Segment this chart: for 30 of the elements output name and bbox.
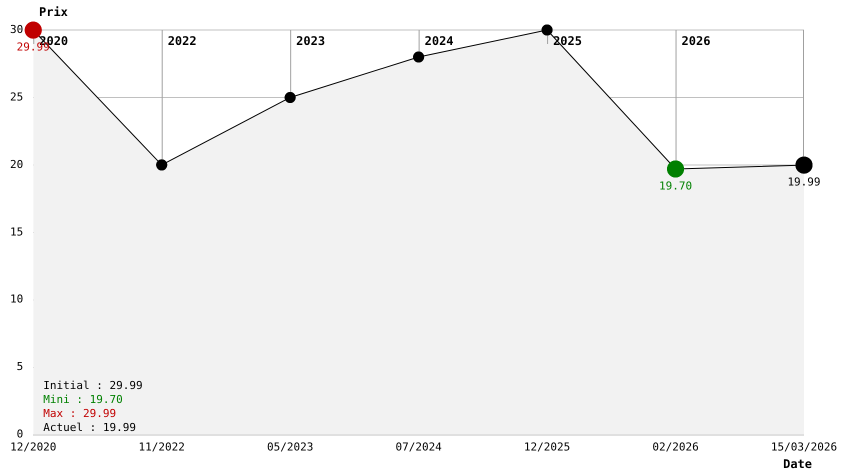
point — [284, 92, 296, 103]
point — [156, 159, 168, 170]
x-tick-label: 12/2020 — [10, 440, 56, 454]
y-tick-label: 5 — [16, 360, 24, 374]
y-tick-label: 30 — [10, 22, 24, 36]
point — [413, 51, 424, 62]
annotation: Initial : 29.99 — [43, 378, 143, 392]
x-axis-title: Date — [783, 457, 812, 471]
annotation: Actuel : 19.99 — [43, 420, 136, 434]
ref-line-label: 2024 — [424, 34, 454, 48]
x-tick-label: 12/2025 — [524, 440, 570, 454]
data-label: 19.99 — [787, 175, 821, 188]
y-tick-label: 0 — [16, 428, 24, 441]
ref-line-label: 2026 — [682, 34, 710, 48]
x-tick-label: 11/2022 — [138, 440, 185, 454]
x-tick-label: 15/03/2026 — [770, 440, 838, 454]
ref-line-label: 2023 — [296, 34, 326, 48]
point — [542, 24, 553, 36]
x-tick-label: 05/2023 — [266, 440, 314, 454]
annotation: Mini : 19.70 — [43, 392, 123, 406]
y-tick-label: 20 — [10, 158, 24, 171]
y-tick-label: 15 — [10, 225, 24, 238]
ref-line-label: 2022 — [168, 34, 197, 48]
y-tick-label: 25 — [10, 90, 24, 104]
annotation: Max : 29.99 — [43, 406, 116, 420]
x-tick-label: 02/2026 — [652, 440, 699, 454]
y-axis-title: Prix — [39, 5, 68, 19]
x-tick-label: 07/2024 — [395, 440, 442, 454]
data-label: 19.70 — [658, 179, 692, 192]
y-tick-label: 10 — [10, 292, 24, 306]
